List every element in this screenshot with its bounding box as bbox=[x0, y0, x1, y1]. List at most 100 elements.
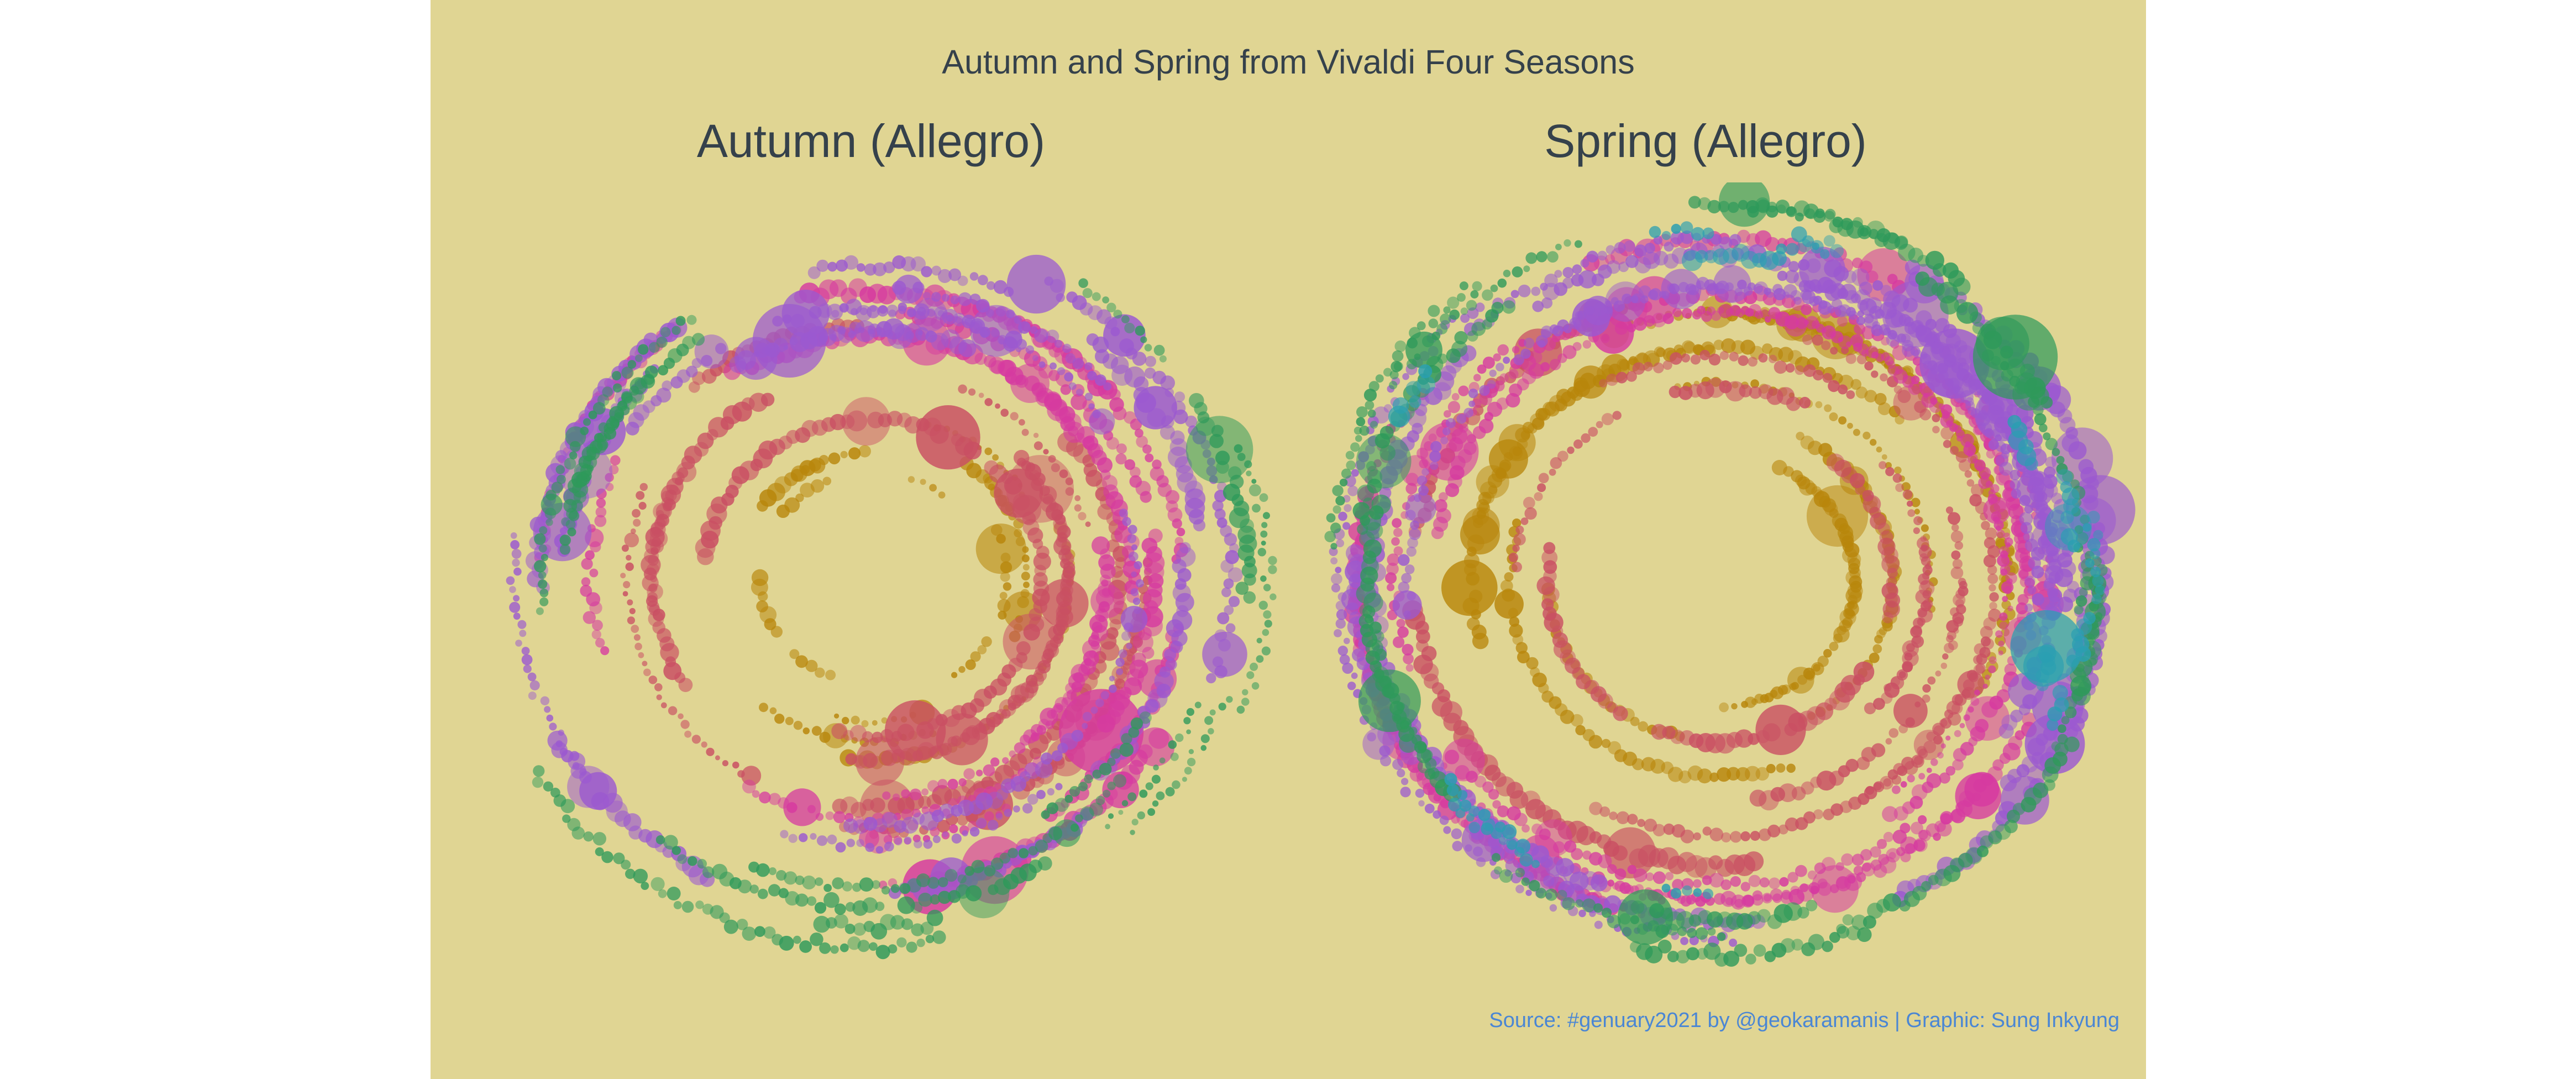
note-point bbox=[1929, 342, 1942, 354]
note-point bbox=[1956, 604, 1966, 615]
note-point bbox=[1153, 764, 1159, 771]
note-point bbox=[660, 702, 667, 709]
note-point bbox=[1512, 562, 1522, 573]
note-point bbox=[1032, 355, 1038, 362]
note-point bbox=[2038, 535, 2052, 549]
note-point bbox=[1719, 702, 1729, 713]
note-point bbox=[1152, 459, 1162, 469]
note-point bbox=[1503, 269, 1511, 277]
note-point bbox=[1185, 416, 1253, 483]
note-point bbox=[1923, 740, 1937, 753]
note-point bbox=[1119, 509, 1128, 518]
note-point bbox=[1822, 373, 1833, 383]
note-point bbox=[1989, 656, 1997, 664]
note-point bbox=[646, 595, 658, 607]
note-point bbox=[2047, 587, 2058, 599]
note-point bbox=[1050, 279, 1064, 293]
note-point bbox=[1065, 353, 1076, 364]
note-point bbox=[540, 696, 550, 705]
note-point bbox=[1935, 671, 1942, 677]
note-point bbox=[1948, 640, 1958, 651]
note-point bbox=[1103, 789, 1111, 798]
note-point bbox=[768, 793, 781, 805]
note-point bbox=[523, 664, 532, 673]
note-point bbox=[663, 835, 678, 850]
note-point bbox=[2024, 457, 2038, 471]
note-point bbox=[1996, 530, 2005, 538]
note-point bbox=[2058, 596, 2074, 612]
note-point bbox=[1096, 309, 1111, 324]
note-point bbox=[1899, 900, 1911, 912]
note-point bbox=[1165, 490, 1180, 504]
note-point bbox=[1140, 336, 1147, 343]
note-point bbox=[1128, 726, 1140, 738]
note-point bbox=[1567, 446, 1575, 454]
note-point bbox=[1922, 590, 1932, 599]
note-point bbox=[865, 842, 875, 852]
note-point bbox=[1405, 664, 1414, 672]
note-point bbox=[1499, 373, 1509, 383]
note-point bbox=[1072, 358, 1084, 369]
note-point bbox=[621, 544, 629, 552]
note-point bbox=[958, 778, 967, 787]
note-point bbox=[1194, 701, 1202, 709]
note-point bbox=[1775, 200, 1790, 214]
note-point bbox=[1865, 785, 1875, 795]
note-point bbox=[706, 747, 715, 756]
note-point bbox=[1928, 874, 1939, 886]
note-point bbox=[1409, 395, 1421, 408]
note-point bbox=[1260, 575, 1267, 582]
note-point bbox=[2002, 596, 2008, 602]
note-point bbox=[1342, 662, 1353, 674]
note-point bbox=[1482, 289, 1493, 301]
note-point bbox=[1263, 512, 1270, 520]
note-point bbox=[1033, 441, 1043, 451]
note-point bbox=[1092, 621, 1103, 633]
note-point bbox=[1569, 317, 1582, 330]
note-point bbox=[1018, 321, 1031, 334]
note-point bbox=[1671, 223, 1681, 234]
note-point bbox=[1428, 433, 1437, 442]
note-point bbox=[1927, 676, 1936, 685]
note-point bbox=[1981, 521, 1990, 530]
note-point bbox=[1812, 320, 1820, 329]
note-point bbox=[1803, 667, 1816, 680]
note-point bbox=[1965, 441, 1971, 447]
note-point bbox=[1110, 748, 1121, 759]
note-point bbox=[580, 584, 592, 597]
note-point bbox=[1842, 617, 1853, 628]
note-point bbox=[2039, 507, 2054, 522]
note-point bbox=[2080, 515, 2090, 525]
note-point bbox=[1034, 328, 1048, 343]
note-point bbox=[673, 901, 682, 909]
note-point bbox=[1608, 741, 1622, 755]
note-point bbox=[1981, 472, 1990, 480]
note-point bbox=[1415, 788, 1425, 798]
note-point bbox=[1372, 406, 1390, 424]
note-point bbox=[1651, 724, 1667, 740]
note-point bbox=[1165, 658, 1177, 671]
note-point bbox=[1110, 356, 1129, 374]
note-point bbox=[1766, 205, 1778, 218]
note-point bbox=[1537, 483, 1546, 493]
note-point bbox=[1729, 352, 1739, 362]
note-point bbox=[1347, 682, 1356, 690]
note-point bbox=[786, 802, 798, 813]
note-point bbox=[938, 877, 948, 888]
note-point bbox=[1627, 814, 1638, 825]
note-point bbox=[1597, 250, 1608, 261]
note-point bbox=[751, 569, 769, 586]
note-point bbox=[1064, 794, 1073, 803]
note-point bbox=[1847, 552, 1861, 566]
note-point bbox=[1874, 635, 1883, 644]
note-point bbox=[1389, 381, 1398, 390]
note-point bbox=[1940, 743, 1946, 749]
note-point bbox=[1393, 546, 1403, 556]
note-point bbox=[544, 706, 551, 713]
note-point bbox=[620, 573, 626, 579]
note-point bbox=[1088, 403, 1095, 410]
note-point bbox=[1200, 745, 1207, 751]
note-point bbox=[1053, 703, 1063, 713]
note-point bbox=[546, 714, 554, 722]
note-point bbox=[1229, 507, 1250, 528]
